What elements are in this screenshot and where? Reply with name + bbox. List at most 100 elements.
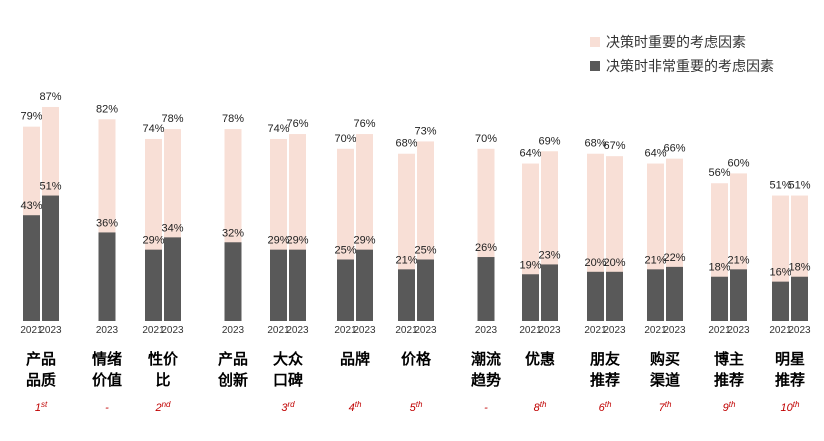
rank-label: - [105, 402, 109, 414]
data-label-very-important: 32% [222, 227, 244, 239]
category-label: 产品 [218, 350, 248, 368]
rank-label: 5th [410, 400, 423, 414]
year-tick-label: 2023 [353, 325, 376, 336]
data-label-very-important: 18% [708, 262, 730, 274]
year-tick-label: 2021 [142, 325, 165, 336]
year-tick-label: 2021 [395, 325, 418, 336]
chart-legend: 决策时重要的考虑因素 决策时非常重要的考虑因素 [590, 30, 774, 78]
year-tick-label: 2023 [286, 325, 309, 336]
bar-very-important [398, 269, 415, 321]
data-label-important: 68% [395, 138, 417, 150]
data-label-very-important: 21% [727, 254, 749, 266]
data-label-important: 70% [475, 133, 497, 145]
rank-label: 7th [659, 400, 672, 414]
data-label-very-important: 51% [39, 181, 61, 193]
year-tick-label: 2023 [414, 325, 437, 336]
category-label: 创新 [217, 371, 248, 389]
data-label-important: 70% [334, 133, 356, 145]
bar-very-important [711, 276, 728, 321]
bar-very-important [647, 269, 664, 321]
data-label-very-important: 25% [414, 245, 436, 257]
legend-item-important: 决策时重要的考虑因素 [590, 30, 774, 54]
category-label: 推荐 [775, 371, 805, 389]
data-label-important: 67% [603, 140, 625, 152]
data-label-very-important: 20% [603, 257, 625, 269]
year-tick-label: 2021 [644, 325, 667, 336]
year-tick-label: 2023 [603, 325, 626, 336]
year-tick-label: 2023 [96, 325, 119, 336]
category-label: 推荐 [590, 371, 620, 389]
data-label-important: 87% [39, 91, 61, 103]
data-label-important: 73% [414, 125, 436, 137]
data-label-very-important: 43% [20, 200, 42, 212]
bar-very-important [772, 281, 789, 321]
data-label-very-important: 21% [644, 254, 666, 266]
category-label: 价值 [92, 371, 122, 389]
bar-very-important [224, 242, 242, 321]
bar-very-important [791, 276, 808, 321]
legend-swatch-very-important [590, 61, 600, 71]
category-label: 趋势 [471, 371, 501, 389]
legend-label-important: 决策时重要的考虑因素 [606, 34, 746, 50]
category-label: 潮流 [471, 350, 501, 368]
data-label-important: 68% [584, 138, 606, 150]
rank-label: 10th [781, 400, 800, 414]
year-tick-label: 2021 [708, 325, 731, 336]
category-label: 品质 [26, 371, 56, 389]
bar-very-important [289, 249, 306, 321]
year-tick-label: 2021 [20, 325, 43, 336]
data-label-very-important: 21% [395, 254, 417, 266]
legend-label-very-important: 决策时非常重要的考虑因素 [606, 58, 774, 74]
year-tick-label: 2021 [519, 325, 542, 336]
data-label-important: 78% [222, 113, 244, 125]
bar-very-important [666, 266, 683, 321]
bar-very-important [541, 264, 558, 321]
rank-label: 1st [35, 400, 48, 414]
rank-label: 9th [723, 400, 736, 414]
data-label-very-important: 29% [286, 235, 308, 247]
category-label: 口碑 [273, 371, 303, 389]
data-label-very-important: 20% [584, 257, 606, 269]
data-label-very-important: 19% [519, 259, 541, 271]
bar-very-important [23, 215, 40, 321]
bar-very-important [337, 259, 354, 321]
data-label-very-important: 23% [538, 249, 560, 261]
bar-very-important [522, 274, 539, 321]
category-label: 品牌 [340, 350, 370, 368]
data-label-very-important: 16% [769, 267, 791, 279]
data-label-important: 66% [663, 143, 685, 155]
data-label-very-important: 29% [353, 235, 375, 247]
data-label-important: 64% [644, 148, 666, 160]
category-label: 渠道 [650, 371, 680, 389]
rank-label: 2nd [154, 400, 171, 414]
year-tick-label: 2021 [769, 325, 792, 336]
data-label-important: 79% [20, 111, 42, 123]
category-label: 情绪 [92, 350, 122, 368]
data-label-important: 76% [353, 118, 375, 130]
data-label-very-important: 25% [334, 245, 356, 257]
data-label-very-important: 29% [267, 235, 289, 247]
year-tick-label: 2023 [727, 325, 750, 336]
legend-swatch-important [590, 37, 600, 47]
data-label-important: 82% [96, 103, 118, 115]
data-label-very-important: 26% [475, 242, 497, 254]
category-label: 优惠 [525, 350, 555, 368]
data-label-important: 69% [538, 135, 560, 147]
legend-item-very-important: 决策时非常重要的考虑因素 [590, 54, 774, 78]
year-tick-label: 2023 [222, 325, 245, 336]
year-tick-label: 2021 [584, 325, 607, 336]
year-tick-label: 2023 [161, 325, 184, 336]
bar-very-important [42, 195, 59, 321]
bar-very-important [164, 237, 181, 321]
data-label-very-important: 18% [788, 262, 810, 274]
bar-very-important [356, 249, 373, 321]
data-label-important: 78% [161, 113, 183, 125]
year-tick-label: 2023 [663, 325, 686, 336]
bar-very-important [477, 257, 495, 321]
data-label-very-important: 22% [663, 252, 685, 264]
category-label: 博主 [714, 350, 744, 368]
year-tick-label: 2023 [538, 325, 561, 336]
category-label: 推荐 [714, 371, 744, 389]
data-label-important: 74% [142, 123, 164, 135]
